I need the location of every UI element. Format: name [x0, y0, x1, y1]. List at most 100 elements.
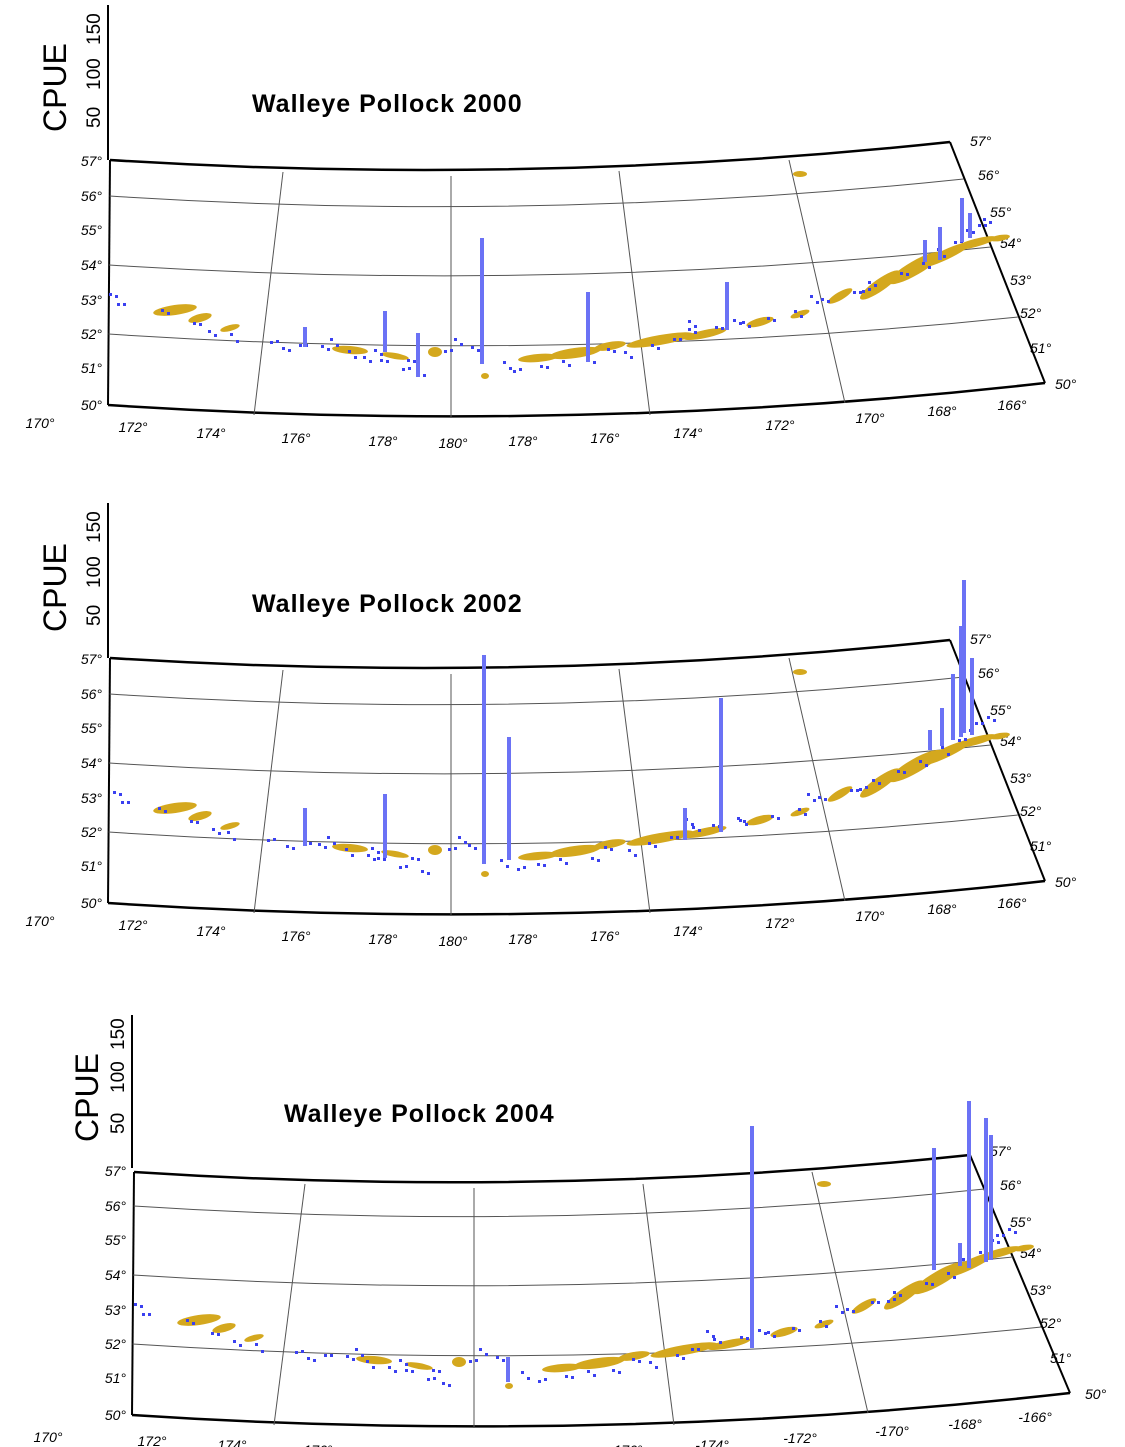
station-marker — [460, 343, 463, 346]
station-marker — [634, 854, 637, 857]
longitude-label: 168° — [928, 403, 957, 419]
latitude-label-left: 54° — [81, 257, 103, 273]
latitude-label-left: 53° — [81, 790, 103, 806]
meridian-gridline — [642, 1183, 675, 1426]
station-marker — [432, 1369, 435, 1372]
island-shape — [594, 341, 626, 351]
station-marker — [682, 1357, 685, 1360]
longitude-label: 176° — [282, 430, 311, 446]
survey-stations — [134, 1228, 1017, 1387]
cpue-bar — [940, 708, 944, 746]
meridian-gridline — [618, 170, 651, 416]
station-marker — [167, 312, 170, 315]
station-marker — [571, 1376, 574, 1379]
station-marker — [897, 770, 900, 773]
island-shape — [332, 843, 368, 853]
latitude-label-left: 57° — [81, 153, 103, 169]
latitude-label-left: 55° — [81, 222, 103, 238]
station-marker — [517, 868, 520, 871]
latitude-gridline — [133, 1256, 1013, 1287]
station-marker — [352, 1358, 355, 1361]
station-marker — [922, 262, 925, 265]
island-shape — [573, 1356, 625, 1370]
station-marker — [509, 367, 512, 370]
map-border-top — [109, 140, 951, 172]
cpue-tick-100: 100 — [84, 58, 105, 90]
station-marker — [981, 722, 984, 725]
station-marker — [719, 1341, 722, 1344]
latitude-label-left: 50° — [105, 1407, 127, 1423]
station-marker — [877, 1301, 880, 1304]
station-marker — [142, 1313, 145, 1316]
station-marker — [972, 231, 975, 234]
cpue-bar — [383, 794, 387, 858]
island-shape — [746, 814, 774, 826]
station-marker — [399, 1359, 402, 1362]
latitude-label-left: 52° — [81, 824, 103, 840]
station-marker — [544, 1378, 547, 1381]
cpue-bar — [923, 240, 927, 262]
latitude-gridline — [109, 744, 991, 775]
station-marker — [565, 1375, 568, 1378]
island-shape — [481, 373, 489, 379]
station-marker — [239, 1344, 242, 1347]
station-marker — [270, 341, 273, 344]
station-marker — [386, 360, 389, 363]
longitude-label: 166° — [998, 895, 1027, 911]
cpue-tick-100: 100 — [108, 1061, 129, 1093]
station-marker — [186, 1319, 189, 1322]
latitude-label-right: 52° — [1040, 1315, 1062, 1331]
station-marker — [371, 847, 374, 850]
station-marker — [236, 340, 239, 343]
station-marker — [593, 1374, 596, 1377]
longitude-label: 172° — [138, 1433, 167, 1447]
cpue-bar — [970, 658, 974, 735]
station-marker — [903, 771, 906, 774]
station-marker — [546, 366, 549, 369]
station-marker — [471, 346, 474, 349]
longitude-label: 178° — [369, 931, 398, 947]
latitude-label-right: 57° — [970, 133, 992, 149]
station-marker — [928, 266, 931, 269]
station-marker — [688, 320, 691, 323]
island-shape — [220, 822, 240, 830]
station-marker — [691, 823, 694, 826]
cpue-bar — [506, 1357, 510, 1382]
station-marker — [450, 349, 453, 352]
island-shape — [814, 1319, 834, 1329]
station-marker — [966, 229, 969, 232]
station-marker — [121, 801, 124, 804]
station-marker — [1014, 1231, 1017, 1234]
station-marker — [496, 1356, 499, 1359]
station-marker — [454, 338, 457, 341]
island-shape — [177, 1314, 221, 1326]
latitude-label-right: 50° — [1055, 874, 1077, 890]
latitude-gridline — [108, 316, 1018, 347]
longitude-label: 172° — [119, 917, 148, 933]
station-marker — [807, 793, 810, 796]
station-marker — [943, 255, 946, 258]
cpue-bar — [725, 282, 729, 330]
station-marker — [324, 846, 327, 849]
latitude-label-left: 50° — [81, 895, 103, 911]
station-marker — [878, 782, 881, 785]
station-marker — [676, 836, 679, 839]
latitude-label-right: 51° — [1030, 838, 1052, 854]
station-marker — [127, 801, 130, 804]
cpue-bar — [960, 198, 964, 242]
station-marker — [408, 367, 411, 370]
survey-stations — [113, 716, 996, 875]
latitude-label-right: 55° — [990, 702, 1012, 718]
island-shape — [220, 324, 240, 332]
station-marker — [893, 1291, 896, 1294]
latitude-gridline — [109, 676, 964, 706]
island-shape — [953, 734, 997, 748]
cpue-bars — [506, 1101, 993, 1382]
station-marker — [119, 793, 122, 796]
station-marker — [925, 1282, 928, 1285]
cpue-bar — [750, 1126, 754, 1348]
station-marker — [694, 325, 697, 328]
station-marker — [628, 849, 631, 852]
station-marker — [227, 831, 230, 834]
map-panel-2000: CPUE 50 100 150 Walleye Pollock 2000 57°… — [26, 5, 1077, 451]
